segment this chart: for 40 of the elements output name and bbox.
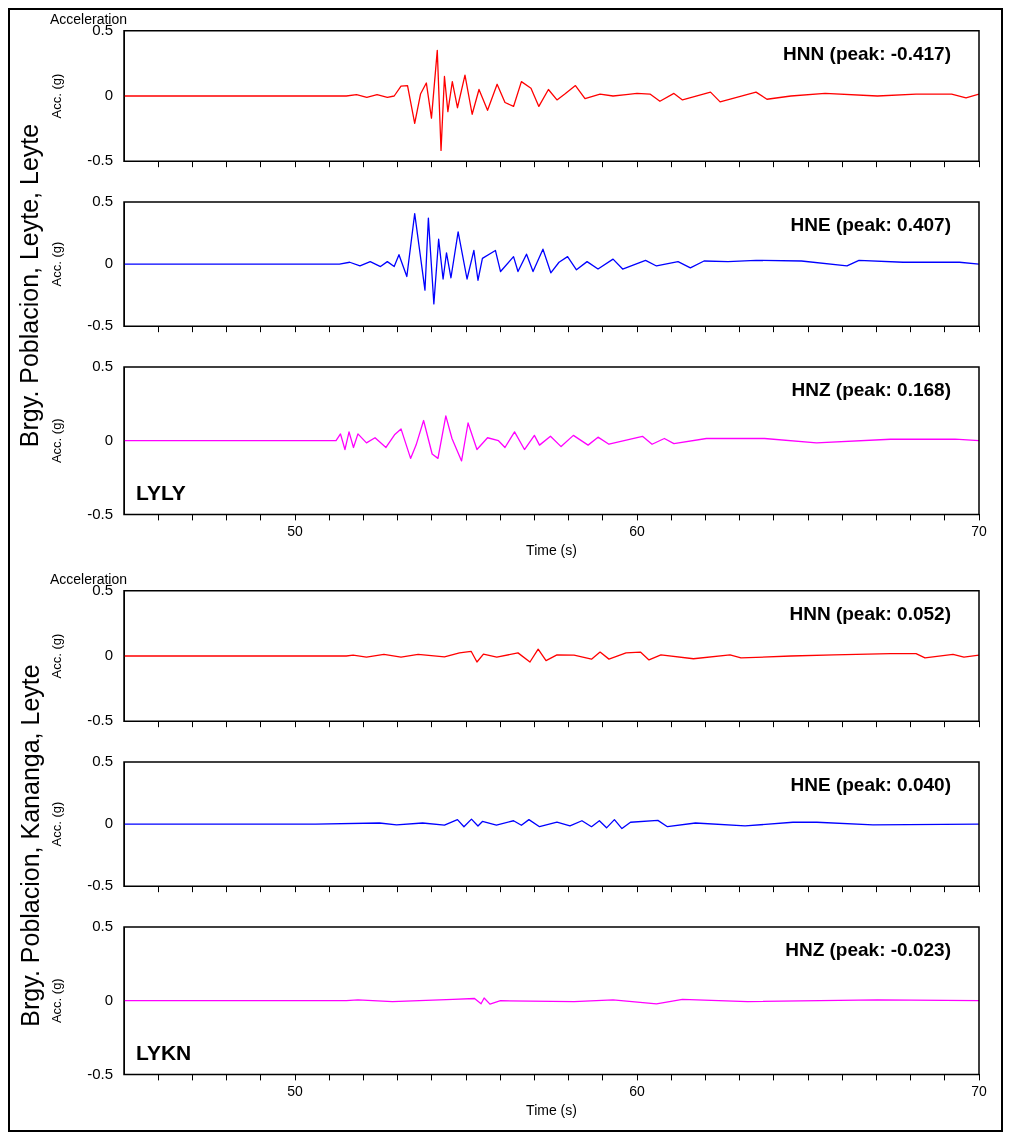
annotation: HNN (peak: 0.052) <box>789 602 951 624</box>
y-axis-title: Acc. (g) <box>49 418 65 464</box>
annotation: HNN (peak: -0.417) <box>783 42 951 64</box>
y-tick-label: 0 <box>104 990 113 1008</box>
y-tick-label: 0 <box>104 814 113 832</box>
y-tick-label: 0.5 <box>92 192 113 210</box>
y-tick-label: -0.5 <box>87 504 113 522</box>
annotation: HNZ (peak: -0.023) <box>785 938 951 960</box>
annotation: HNE (peak: 0.040) <box>790 773 951 795</box>
annotation: HNE (peak: 0.407) <box>790 213 951 235</box>
y-tick-label: 0.5 <box>92 752 113 770</box>
y-axis-title: Acc. (g) <box>49 801 65 847</box>
text: Brgy. Poblacion, Leyte, Leyte <box>15 123 45 447</box>
y-axis-title: Acc. (g) <box>49 241 65 287</box>
x-tick-label: 70 <box>971 522 987 539</box>
x-tick-label: 50 <box>287 522 303 539</box>
y-tick-label: 0 <box>104 86 113 104</box>
annotation: LYKN <box>136 1040 192 1064</box>
y-axis-title: Acc. (g) <box>49 978 65 1024</box>
y-tick-label: -0.5 <box>87 711 113 729</box>
annotation: LYLY <box>136 480 186 504</box>
y-tick-label: -0.5 <box>87 1064 113 1082</box>
y-axis-title: Acc. (g) <box>49 633 65 679</box>
y-tick-label: 0 <box>104 646 113 664</box>
y-axis-title: Acc. (g) <box>49 73 65 119</box>
annotation: HNZ (peak: 0.168) <box>791 378 951 400</box>
x-axis-title: Time (s) <box>526 1102 577 1119</box>
y-tick-label: -0.5 <box>87 876 113 894</box>
x-tick-label: 70 <box>971 1082 987 1099</box>
x-tick-label: 50 <box>287 1082 303 1099</box>
y-tick-label: 0 <box>104 254 113 272</box>
y-tick-label: -0.5 <box>87 151 113 169</box>
x-axis-title: Time (s) <box>526 542 577 559</box>
x-tick-label: 60 <box>629 522 645 539</box>
y-tick-label: 0.5 <box>92 917 113 935</box>
y-tick-label: 0 <box>104 430 113 448</box>
y-tick-label: -0.5 <box>87 316 113 334</box>
y-tick-label: 0.5 <box>92 357 113 375</box>
text: Brgy. Poblacion, Kananga, Leyte <box>15 663 45 1027</box>
x-tick-label: 60 <box>629 1082 645 1099</box>
